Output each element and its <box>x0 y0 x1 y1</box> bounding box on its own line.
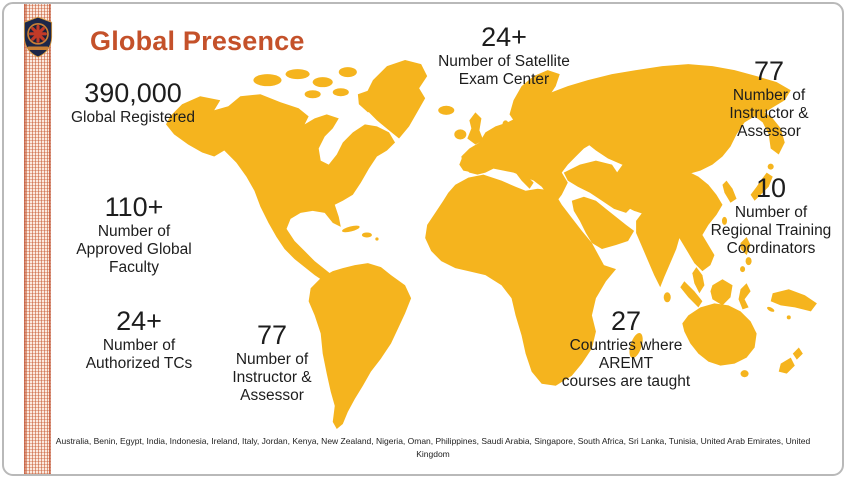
stat-label: Number of Approved Global Faculty <box>76 223 192 276</box>
stat-satellite-exam-centers: 24+ Number of Satellite Exam Center <box>412 22 596 89</box>
stat-value: 77 <box>753 56 785 86</box>
stat-label: Number of Regional Training Coordinators <box>710 204 832 257</box>
stat-label: Countries where AREMT courses are taught <box>561 337 691 390</box>
stat-label: Number of Satellite Exam Center <box>438 53 570 88</box>
stat-label: Number of Authorized TCs <box>85 337 193 372</box>
aremt-crest-logo-icon <box>23 16 53 58</box>
stat-countries-where-taught: 27 Countries where AREMT courses are tau… <box>538 306 714 391</box>
page-title: Global Presence <box>90 26 305 56</box>
stat-regional-training-coordinators: 10 Number of Regional Training Coordinat… <box>690 173 842 258</box>
stat-approved-global-faculty: 110+ Number of Approved Global Faculty <box>46 192 222 277</box>
stat-authorized-tcs: 24+ Number of Authorized TCs <box>54 306 224 373</box>
footer-countries-list: Australia, Benin, Egypt, India, Indonesi… <box>55 436 811 459</box>
left-accent-stripe <box>24 4 51 474</box>
stat-value: 77 <box>256 320 288 350</box>
stat-instructor-assessor-bottom: 77 Number of Instructor & Assessor <box>198 320 346 405</box>
stat-value: 110+ <box>104 192 164 222</box>
world-map <box>166 60 817 429</box>
stat-instructor-assessor-top: 77 Number of Instructor & Assessor <box>698 56 840 141</box>
stat-value: 24+ <box>481 22 527 52</box>
stat-label: Number of Instructor & Assessor <box>232 351 312 404</box>
stat-value: 390,000 <box>84 78 182 108</box>
stat-value: 27 <box>610 306 642 336</box>
stat-global-registered: 390,000 Global Registered <box>44 78 222 127</box>
stat-value: 24+ <box>116 306 162 336</box>
stat-label: Number of Instructor & Assessor <box>729 87 809 140</box>
stat-label: Global Registered <box>70 109 196 126</box>
stat-value: 10 <box>755 173 787 203</box>
